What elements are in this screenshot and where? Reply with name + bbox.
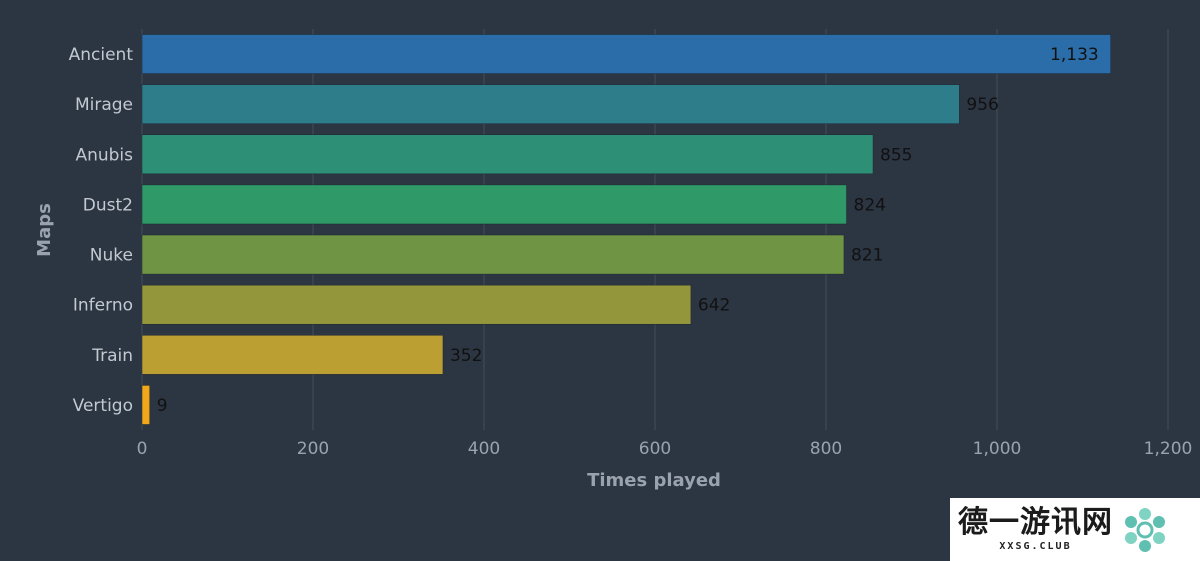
data-label: 855 [880, 145, 912, 165]
x-tick-label: 1,000 [973, 439, 1022, 459]
bar-layer [141, 34, 1111, 425]
data-label: 642 [698, 296, 730, 316]
bar[interactable] [141, 134, 874, 175]
x-tick-label: 400 [468, 439, 500, 459]
bar[interactable] [141, 34, 1111, 74]
watermark-text: 德一游讯网 XXSG.CLUB [958, 504, 1113, 552]
x-tick-label: 200 [297, 439, 329, 459]
bar[interactable] [141, 335, 444, 375]
x-tick-label: 1,200 [1144, 439, 1193, 459]
category-label: Train [91, 346, 133, 366]
data-label: 956 [966, 95, 998, 115]
category-label: Dust2 [83, 195, 133, 215]
data-label: 821 [851, 246, 883, 266]
bar[interactable] [141, 234, 845, 275]
category-label: Vertigo [73, 396, 133, 416]
watermark: 德一游讯网 XXSG.CLUB [950, 498, 1200, 561]
category-label: Anubis [75, 145, 133, 165]
data-label: 824 [854, 195, 886, 215]
data-label: 9 [157, 396, 168, 416]
watermark-sub: XXSG.CLUB [999, 540, 1072, 552]
x-tick-label: 0 [137, 439, 148, 459]
bar[interactable] [141, 385, 150, 425]
bar[interactable] [141, 184, 847, 225]
watermark-main: 德一游讯网 [958, 504, 1113, 540]
data-label: 352 [450, 346, 482, 366]
x-tick-label: 600 [639, 439, 671, 459]
watermark-logo-icon [1125, 507, 1165, 552]
y-axis-title: Maps [34, 203, 55, 257]
label-layer: 0 200 400 600 800 1,000 1,200 Ancient 1,133 Mirag… [69, 45, 1193, 459]
category-label: Nuke [90, 246, 133, 266]
x-tick-label: 800 [810, 439, 842, 459]
bar[interactable] [141, 284, 692, 325]
data-label: 1,133 [1050, 45, 1099, 65]
bar[interactable] [141, 84, 960, 124]
x-axis-title: Times played [587, 470, 721, 491]
category-label: Ancient [69, 45, 134, 65]
category-label: Inferno [73, 296, 133, 316]
category-label: Mirage [75, 95, 133, 115]
